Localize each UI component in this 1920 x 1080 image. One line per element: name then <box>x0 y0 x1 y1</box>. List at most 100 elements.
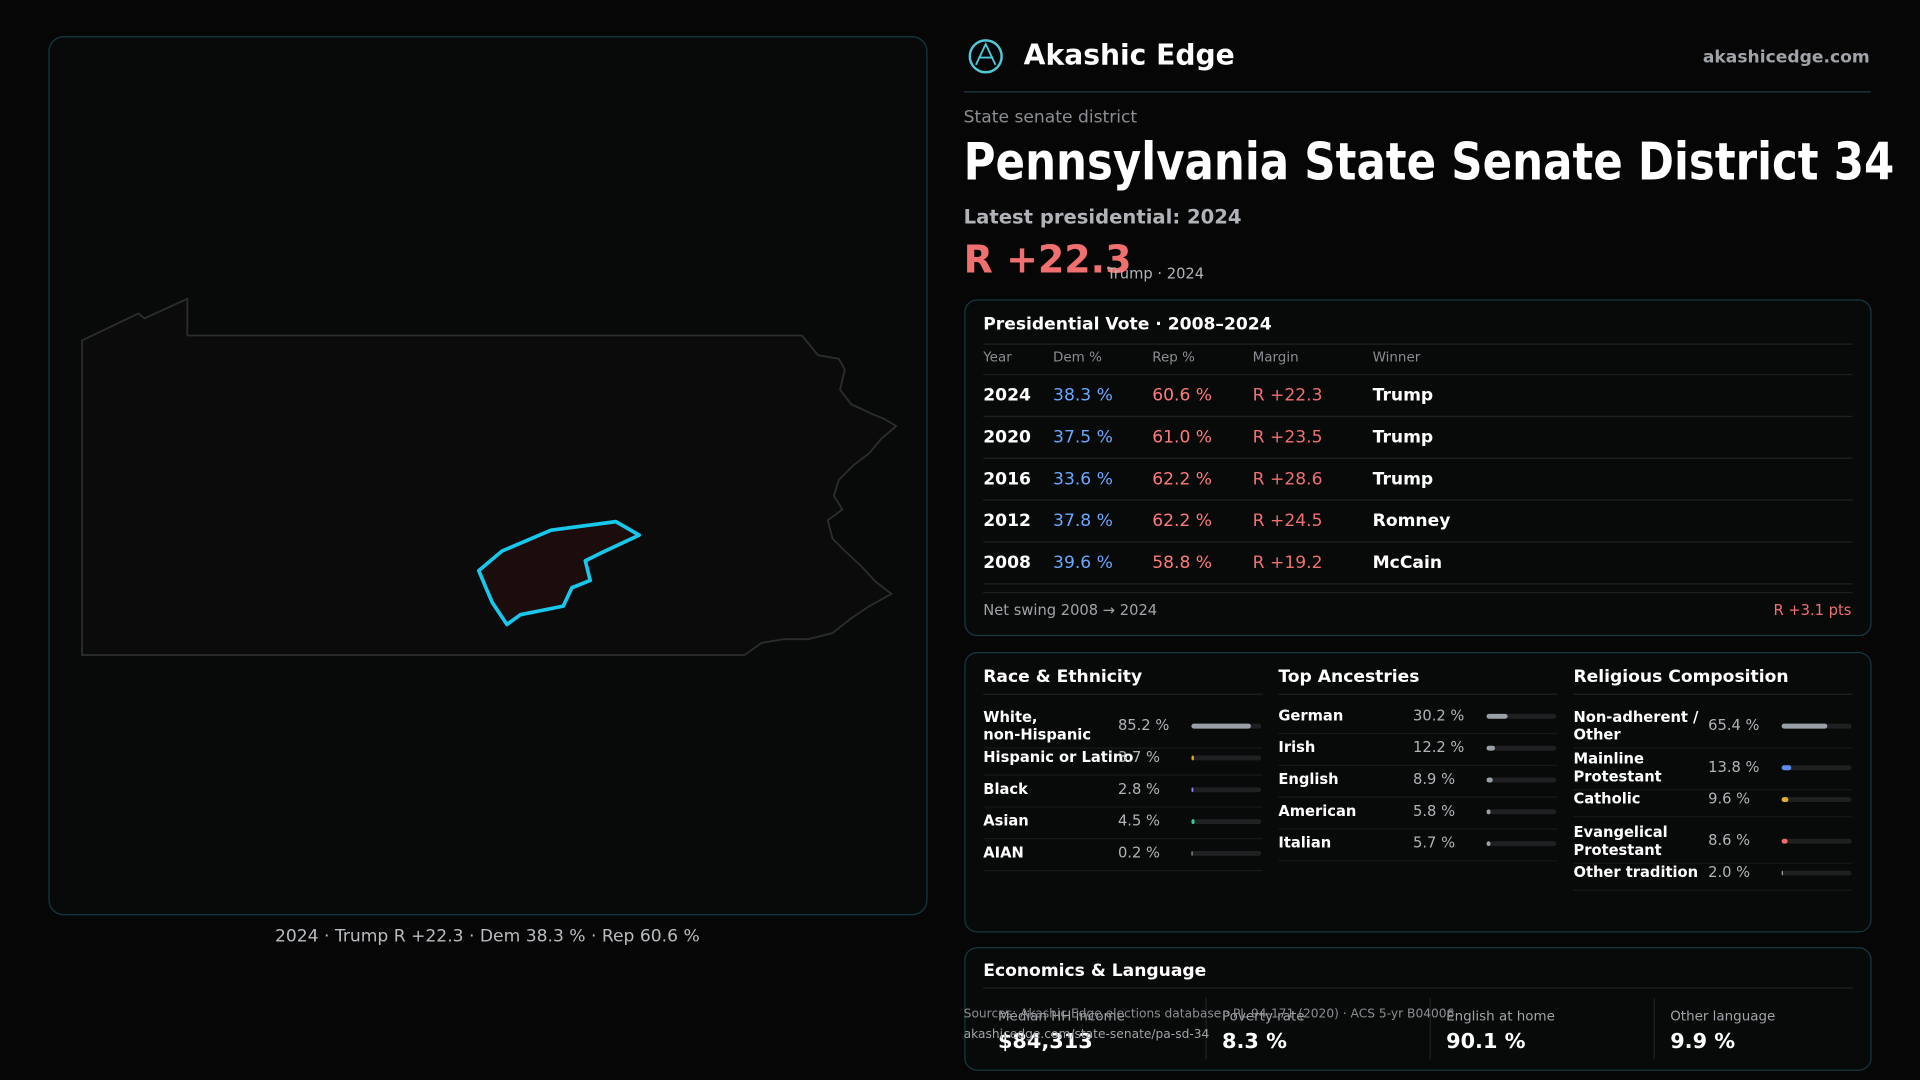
item-label: Catholic <box>1573 791 1640 808</box>
item-label: Irish <box>1278 739 1315 756</box>
item-label: Evangelical Protestant <box>1573 824 1667 859</box>
sources: Sources: Akashic Edge elections database… <box>964 1006 1455 1020</box>
column-header: Dem % <box>1053 351 1102 366</box>
table-cell: 61.0 % <box>1152 427 1212 447</box>
latest-label: Latest presidential: 2024 <box>964 205 1242 228</box>
item-value: 5.7 % <box>1413 835 1455 852</box>
table-cell: 2020 <box>983 427 1031 447</box>
site-link: akashicedge.com <box>1703 48 1870 68</box>
brand: Akashic Edge <box>1024 38 1235 71</box>
table-cell: Trump <box>1373 386 1434 406</box>
table-cell: 33.6 % <box>1053 469 1113 489</box>
bar <box>1781 723 1828 729</box>
section-title: Race & Ethnicity <box>983 667 1142 687</box>
section-title: Top Ancestries <box>1278 667 1419 687</box>
item-value: 3.7 % <box>1118 749 1160 766</box>
table-cell: 2008 <box>983 553 1031 573</box>
bar-track <box>1486 841 1557 847</box>
bar-track <box>1191 787 1262 793</box>
tile-label: Other language <box>1670 1009 1775 1024</box>
bar-track <box>1191 819 1262 825</box>
item-label: White, non-Hispanic <box>983 709 1091 744</box>
item-value: 2.0 % <box>1708 864 1750 881</box>
bar <box>1781 765 1792 771</box>
item-value: 0.2 % <box>1118 844 1160 861</box>
bar-track <box>1781 765 1852 771</box>
item-value: 65.4 % <box>1708 717 1759 734</box>
bar <box>1191 787 1194 793</box>
logo <box>968 39 1003 74</box>
bar <box>1781 870 1784 876</box>
table-cell: R +28.6 <box>1253 469 1323 489</box>
table-cell: R +23.5 <box>1253 427 1323 447</box>
table-title: Presidential Vote · 2008–2024 <box>983 314 1271 334</box>
table-cell: R +19.2 <box>1253 553 1323 573</box>
item-label: AIAN <box>983 844 1024 861</box>
swing-label: Net swing 2008 → 2024 <box>983 602 1157 619</box>
table-cell: 2024 <box>983 386 1031 406</box>
item-value: 2.8 % <box>1118 781 1160 798</box>
item-value: 5.8 % <box>1413 803 1455 820</box>
table-cell: 39.6 % <box>1053 553 1113 573</box>
content: Akashic Edge akashicedge.com State senate … <box>275 38 1895 1060</box>
item-label: American <box>1278 803 1356 820</box>
item-label: Other tradition <box>1573 864 1698 881</box>
table-cell: R +22.3 <box>1253 386 1323 406</box>
bar-track <box>1486 777 1557 783</box>
bar <box>1486 809 1491 815</box>
table-cell: McCain <box>1373 553 1442 573</box>
item-label: Mainline Protestant <box>1573 751 1661 786</box>
item-value: 8.6 % <box>1708 832 1750 849</box>
table-cell: 62.2 % <box>1152 511 1212 531</box>
table-cell: 2016 <box>983 469 1031 489</box>
table-cell: 37.8 % <box>1053 511 1113 531</box>
table-cell: Trump <box>1373 469 1434 489</box>
item-value: 30.2 % <box>1413 707 1464 724</box>
bar <box>1781 797 1789 803</box>
item-value: 12.2 % <box>1413 739 1464 756</box>
table-cell: 62.2 % <box>1152 469 1212 489</box>
tile-label: Poverty rate <box>1222 1009 1304 1024</box>
item-label: Asian <box>983 813 1029 830</box>
bar-track <box>1486 809 1557 815</box>
column-header: Year <box>982 351 1012 366</box>
bar-track <box>1781 797 1852 803</box>
section-title: Religious Composition <box>1573 667 1788 687</box>
kicker: State senate district <box>964 108 1138 128</box>
demographics-card <box>964 652 1872 933</box>
item-label: Italian <box>1278 835 1331 852</box>
item-label: Hispanic or Latino <box>983 749 1133 766</box>
district-title: Pennsylvania State Senate District 34 <box>964 132 1895 192</box>
item-label: English <box>1278 771 1338 788</box>
bar <box>1191 819 1195 825</box>
item-value: 13.8 % <box>1708 759 1759 776</box>
item-value: 4.5 % <box>1118 813 1160 830</box>
bar-track <box>1191 755 1262 761</box>
table-cell: 37.5 % <box>1053 427 1113 447</box>
table-cell: Romney <box>1373 511 1451 531</box>
bar <box>1486 777 1493 783</box>
item-value: 9.6 % <box>1708 791 1750 808</box>
vote-card <box>964 299 1872 637</box>
state-outline <box>81 297 898 657</box>
bar-track <box>1781 870 1852 876</box>
table-cell: 38.3 % <box>1053 386 1113 406</box>
economics-card <box>964 947 1872 1071</box>
bar <box>1486 713 1508 719</box>
tile-label: Median HH income <box>998 1009 1125 1024</box>
margin: R +22.3 <box>964 238 1132 282</box>
column-header: Winner <box>1373 351 1421 366</box>
source-url: akashicedge.com/state-senate/pa-sd-34 <box>964 1027 1210 1041</box>
margin-note: Trump · 2024 <box>1106 265 1204 282</box>
bar <box>1486 841 1491 847</box>
tile-value: 90.1 % <box>1446 1029 1526 1053</box>
table-cell: 58.8 % <box>1152 553 1212 573</box>
tile-value: $84,313 <box>998 1029 1093 1053</box>
item-label: Non-adherent / Other <box>1573 709 1699 744</box>
section-title: Economics & Language <box>983 961 1206 981</box>
map-caption: 2024 · Trump R +22.3 · Dem 38.3 % · Rep … <box>275 927 700 947</box>
item-value: 8.9 % <box>1413 771 1455 788</box>
bar <box>1191 851 1193 856</box>
